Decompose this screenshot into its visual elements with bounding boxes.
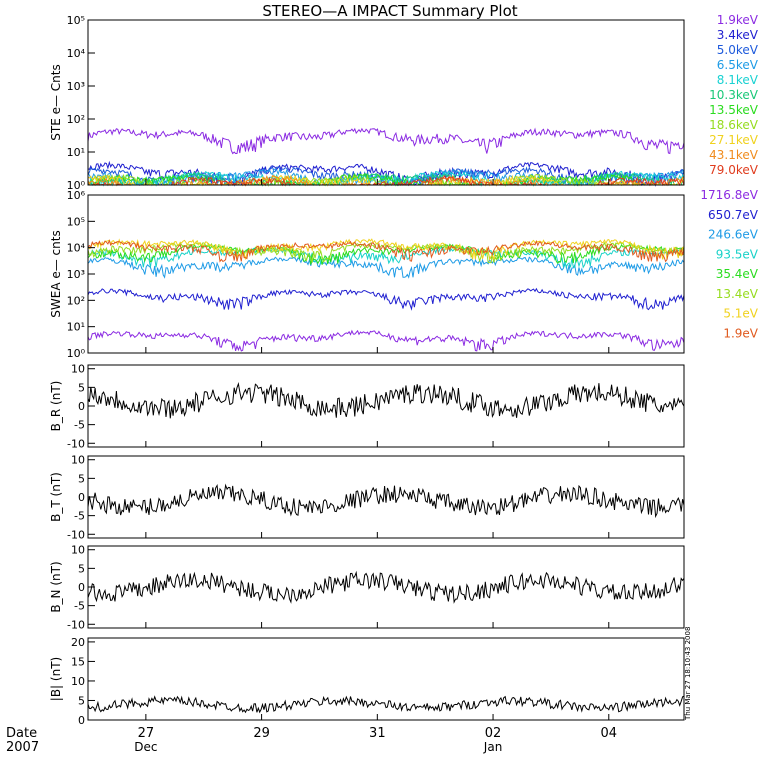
y-tick-label: 10⁵: [67, 215, 85, 228]
series-line: [87, 172, 684, 187]
y-tick-label: 5: [78, 562, 85, 575]
legend-entry: 93.5eV: [716, 247, 759, 261]
y-tick-label: -10: [67, 437, 85, 450]
y-tick-label: 10: [71, 454, 85, 467]
legend-entry: 246.6eV: [708, 228, 759, 242]
legend-entry: 27.1keV: [709, 133, 759, 147]
y-axis-label: STE e— Cnts: [49, 64, 63, 140]
legend-entry: 5.1eV: [723, 307, 758, 321]
y-tick-label: 10³: [67, 268, 85, 281]
series-line: [87, 695, 685, 714]
panel-frame: [87, 637, 685, 721]
legend-entry: 6.5keV: [717, 58, 759, 72]
y-tick-label: 10⁵: [67, 14, 85, 27]
panel-frame: [87, 19, 685, 186]
y-tick-label: -10: [67, 618, 85, 631]
legend-entry: 1716.8eV: [700, 188, 758, 202]
panel-6: 0 5 10 15 20 |B| (nT): [49, 636, 685, 727]
y-tick-label: 10⁶: [67, 189, 86, 202]
x-tick-label: 29: [253, 726, 270, 741]
y-tick-label: 10: [71, 675, 85, 688]
legend-entry: 5.0keV: [717, 43, 759, 57]
y-tick-label: 0: [78, 714, 85, 727]
y-axis-label: B_R (nT): [49, 381, 63, 432]
legend-entry: 10.3keV: [709, 88, 759, 102]
y-axis-label: |B| (nT): [49, 657, 63, 701]
legend-entry: 8.1keV: [717, 73, 759, 87]
panel-1: 10⁰ 10¹ 10² 10³ 10⁴ 10⁵ STE e— Cnts 1.9keV3.4ke…: [49, 13, 759, 192]
series-line: [87, 245, 685, 269]
y-tick-label: 0: [78, 581, 85, 594]
y-axis-label: SWEA e— cnts: [49, 230, 63, 317]
y-tick-label: 10⁰: [67, 347, 86, 360]
panel-2: 10⁰ 10¹ 10² 10³ 10⁴ 10⁵ 10⁶ SWEA e— cnts 1716.8e…: [49, 188, 759, 360]
y-tick-label: 5: [78, 694, 85, 707]
y-tick-label: 10¹: [67, 146, 85, 159]
y-tick-label: 5: [78, 472, 85, 485]
y-tick-label: 10²: [67, 113, 85, 126]
legend-entry: 18.6keV: [709, 118, 759, 132]
x-row1-label: Date: [6, 726, 37, 741]
legend-entry: 79.0keV: [709, 163, 759, 177]
y-tick-label: 0: [78, 491, 85, 504]
x-tick-label: 02: [485, 726, 502, 741]
panel-5: -10 -5 0 5 10 B_N (nT): [49, 544, 685, 631]
legend-entry: 1.9keV: [717, 13, 759, 27]
y-tick-label: 10⁴: [67, 242, 86, 255]
series-line: [87, 570, 685, 604]
series-line: [87, 483, 685, 519]
series-line: [87, 329, 685, 352]
timestamp-text: Thu Mar 27 18:10:43 2008: [684, 627, 692, 721]
y-tick-label: 10¹: [67, 321, 85, 334]
y-tick-label: 5: [78, 381, 85, 394]
legend-entry: 1.9eV: [723, 326, 758, 340]
y-tick-label: 15: [71, 655, 85, 668]
legend-entry: 13.4eV: [716, 287, 759, 301]
series-line: [87, 287, 685, 311]
y-axis-label: B_N (nT): [49, 561, 63, 612]
panel-4: -10 -5 0 5 10 B_T (nT): [49, 454, 685, 541]
plot-title: STEREO—A IMPACT Summary Plot: [262, 2, 517, 20]
y-tick-label: -5: [74, 419, 85, 432]
series-line: [87, 239, 685, 263]
panel-frame: [87, 194, 685, 354]
legend-entry: 43.1keV: [709, 148, 759, 162]
legend-entry: 35.4eV: [716, 267, 759, 281]
series-line: [87, 382, 685, 419]
series-line: [87, 127, 685, 155]
series-line: [87, 243, 685, 265]
panels: 10⁰ 10¹ 10² 10³ 10⁴ 10⁵ STE e— Cnts 1.9keV3.4ke…: [49, 13, 759, 727]
x-tick-label: 04: [601, 726, 618, 741]
y-tick-label: 20: [71, 636, 85, 649]
legend-entry: 650.7eV: [708, 208, 759, 222]
legend-entry: 3.4keV: [717, 28, 759, 42]
x-tick-label: 31: [369, 726, 386, 741]
x-row2-label: 2007: [6, 740, 39, 755]
y-tick-label: 10⁰: [67, 179, 86, 192]
series-line: [87, 256, 685, 279]
y-tick-label: 10: [71, 363, 85, 376]
y-tick-label: 10⁴: [67, 47, 86, 60]
y-tick-label: -10: [67, 528, 85, 541]
x-tick-sublabel: Dec: [134, 740, 157, 754]
panel-3: -10 -5 0 5 10 B_R (nT): [49, 363, 685, 450]
y-tick-label: 10³: [67, 80, 85, 93]
y-tick-label: 0: [78, 400, 85, 413]
legend-entry: 13.5keV: [709, 103, 759, 117]
y-tick-label: 10²: [67, 294, 85, 307]
x-tick-sublabel: Jan: [483, 740, 503, 754]
y-tick-label: -5: [74, 600, 85, 613]
y-tick-label: -5: [74, 510, 85, 523]
panel-frame: [87, 364, 685, 448]
x-tick-label: 27: [138, 726, 155, 741]
y-tick-label: 10: [71, 544, 85, 557]
y-axis-label: B_T (nT): [49, 472, 63, 522]
